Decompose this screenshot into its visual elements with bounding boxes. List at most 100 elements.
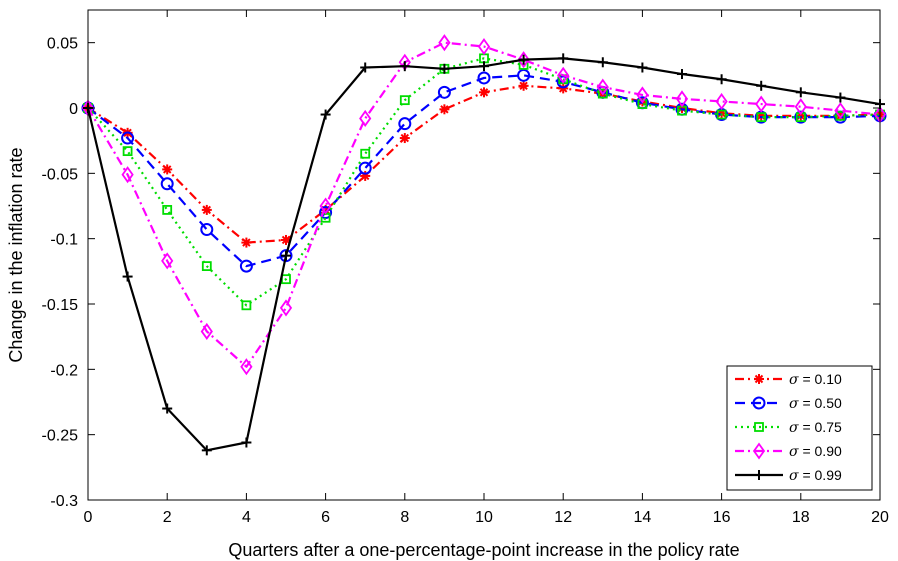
legend-value: = 0.75 (799, 419, 842, 435)
data-point (517, 68, 531, 82)
data-point (122, 271, 133, 282)
y-tick-label: -0.2 (50, 362, 78, 379)
data-point (162, 164, 173, 175)
data-point (437, 85, 451, 99)
data-point (596, 78, 609, 96)
legend-marker (752, 396, 766, 410)
data-point (121, 131, 135, 145)
y-tick-label: -0.25 (42, 428, 79, 445)
series-1 (81, 68, 887, 273)
x-tick-label: 8 (400, 509, 409, 526)
legend-box (726, 365, 873, 491)
legend-label: σ = 0.10 (789, 371, 842, 388)
legend-item: σ = 0.90 (735, 442, 842, 460)
legend-label: σ = 0.90 (789, 443, 842, 460)
x-tick-label: 20 (871, 509, 889, 526)
x-tick-label: 10 (475, 509, 493, 526)
data-point (479, 87, 489, 98)
legend-item: σ = 0.50 (735, 395, 842, 412)
data-point (795, 87, 806, 98)
data-point (358, 161, 372, 175)
data-point (439, 104, 450, 115)
data-point (161, 252, 174, 270)
legend-marker (754, 422, 764, 432)
plot-frame (87, 9, 881, 501)
legend-label: σ = 0.50 (789, 395, 842, 412)
y-axis-label: Change in the inflation rate (6, 147, 26, 362)
series-line (87, 57, 881, 307)
data-point (834, 102, 847, 120)
y-tick-label: -0.15 (42, 297, 79, 314)
y-tick-label: -0.1 (50, 232, 78, 249)
legend-label: σ = 0.99 (789, 467, 842, 484)
data-point (239, 259, 253, 273)
data-point (201, 204, 212, 215)
data-point (319, 206, 333, 220)
data-point (122, 146, 133, 157)
data-point (439, 63, 450, 74)
data-point (479, 61, 489, 72)
y-tick-label: -0.3 (50, 493, 78, 510)
data-point (716, 109, 727, 120)
x-tick-labels: 0 2 4 6 8 10 12 14 16 18 20 (84, 509, 889, 526)
data-point (359, 109, 372, 128)
data-point (517, 51, 530, 69)
legend-symbol: σ (789, 444, 799, 460)
x-tick-label: 4 (242, 509, 251, 526)
series-line (87, 74, 881, 268)
data-point (477, 71, 491, 85)
y-tick-labels: 0.05 0 -0.05 -0.1 -0.15 -0.2 -0.25 -0.3 (42, 36, 79, 510)
data-point (162, 403, 173, 414)
legend-symbol: σ (789, 420, 799, 436)
series-4 (83, 53, 885, 456)
data-point (597, 88, 608, 99)
data-point (518, 54, 529, 65)
data-point (398, 117, 412, 131)
data-point (399, 95, 410, 106)
data-point (279, 249, 293, 263)
data-point (756, 112, 767, 123)
data-point (200, 223, 214, 237)
data-point (162, 205, 173, 215)
data-point (597, 57, 608, 68)
data-point (241, 300, 252, 311)
legend-symbol: σ (789, 468, 799, 484)
data-point (677, 69, 687, 80)
x-tick-label: 18 (792, 509, 810, 526)
data-point (201, 445, 212, 456)
data-point (319, 197, 332, 215)
legend-item: σ = 0.99 (735, 467, 842, 484)
data-point (794, 98, 807, 116)
legend-value: = 0.50 (799, 395, 842, 411)
legend-value: = 0.99 (799, 467, 842, 483)
data-point (399, 61, 410, 72)
data-point (240, 358, 253, 376)
data-point (201, 261, 212, 272)
legend-marker (754, 374, 764, 384)
x-axis-label: Quarters after a one-percentage-point in… (228, 540, 739, 560)
x-tick-label: 2 (163, 509, 172, 526)
series-line (87, 41, 881, 368)
legend-item: σ = 0.75 (735, 419, 842, 436)
x-tick-label: 14 (634, 509, 652, 526)
data-point (320, 109, 331, 120)
y-tick-label: 0 (69, 101, 78, 118)
data-point (835, 92, 846, 103)
legend: σ = 0.10σ = 0.50σ = 0.75σ = 0.90σ = 0.99 (726, 365, 873, 491)
legend-value: = 0.10 (799, 371, 842, 387)
data-point (715, 92, 728, 111)
data-point (637, 99, 648, 109)
legend-label: σ = 0.75 (789, 419, 842, 436)
series-layer (81, 34, 887, 456)
data-point (360, 62, 371, 73)
data-point (279, 299, 293, 317)
data-point (518, 80, 529, 91)
y-tick-label: -0.05 (42, 166, 79, 183)
data-point (636, 86, 649, 104)
legend-marker (754, 470, 764, 480)
data-point (716, 74, 727, 85)
data-point (160, 177, 174, 191)
legend-symbol: σ (789, 396, 799, 412)
data-point (281, 250, 291, 261)
